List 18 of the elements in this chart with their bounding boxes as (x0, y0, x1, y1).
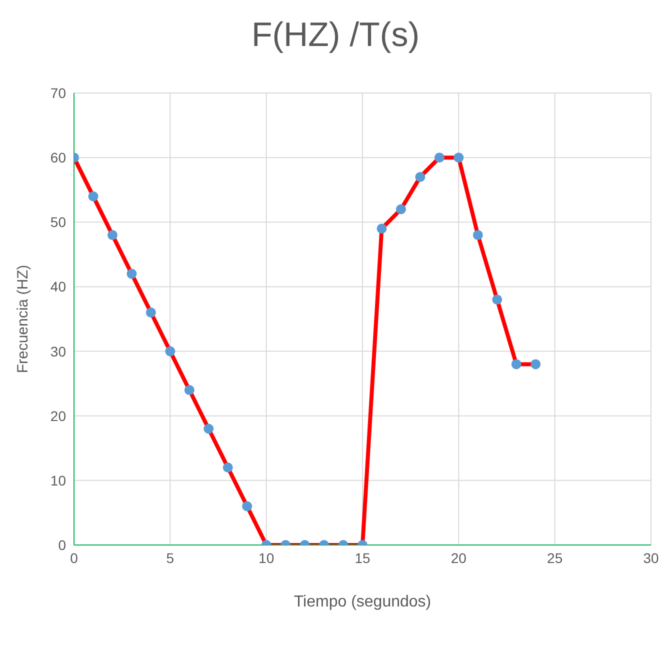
x-tick-label: 25 (547, 550, 563, 566)
y-tick-label: 10 (50, 472, 66, 488)
x-tick-label: 0 (70, 550, 78, 566)
x-axis-title: Tiempo (segundos) (294, 593, 432, 610)
x-tick-label: 15 (354, 550, 370, 566)
y-tick-label: 40 (50, 278, 66, 295)
y-tick-label: 60 (50, 150, 66, 166)
x-tick-label: 30 (643, 550, 659, 566)
x-tick-label: 5 (166, 550, 174, 566)
y-tick-label: 70 (50, 84, 66, 101)
y-tick-label: 50 (50, 214, 66, 230)
y-axis-title: Frecuencia (HZ) (14, 264, 32, 374)
y-tick-label: 30 (50, 343, 66, 360)
x-tick-label: 20 (450, 550, 467, 566)
y-tick-label: 0 (58, 536, 66, 553)
y-tick-label: 20 (50, 408, 66, 424)
chart-title: F(HZ) /T(s) (250, 16, 421, 55)
x-tick-label: 10 (258, 550, 274, 566)
